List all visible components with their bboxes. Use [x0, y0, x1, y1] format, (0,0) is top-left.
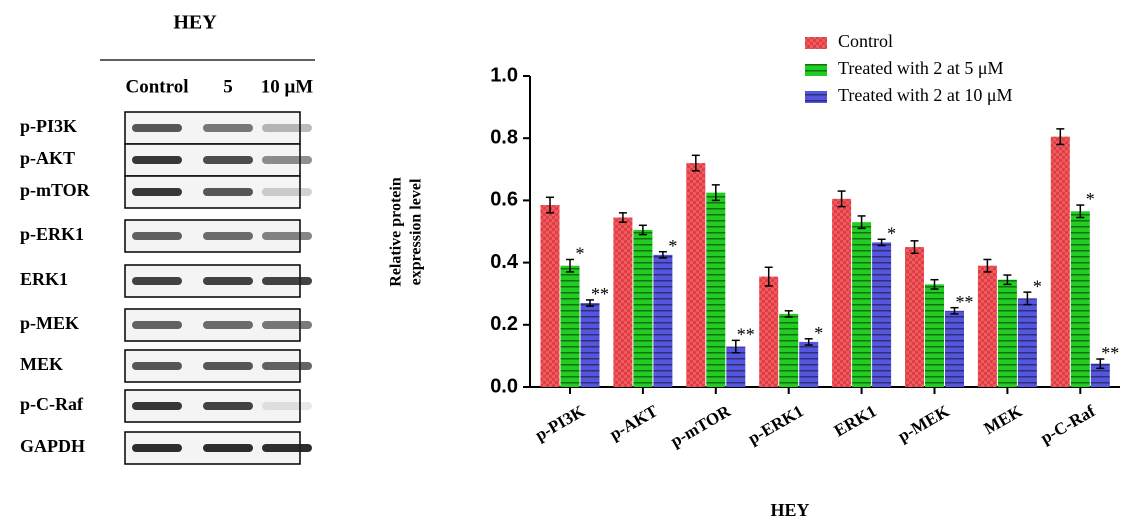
blot-band	[262, 124, 312, 132]
y-tick-label: 0.2	[490, 313, 518, 335]
blot-row-label: GAPDH	[20, 436, 85, 456]
blot-band	[262, 188, 312, 196]
bar	[925, 284, 944, 387]
figure: HEY Control510 μMp-PI3Kp-AKTp-mTORp-ERK1…	[0, 0, 1130, 525]
y-tick-label: 0.8	[490, 126, 518, 148]
bar	[799, 342, 818, 387]
blot-band	[203, 232, 253, 240]
bar	[613, 218, 632, 387]
x-tick-label: p-AKT	[606, 401, 661, 444]
x-tick-label: p-PI3K	[532, 401, 589, 445]
y-tick-label: 1.0	[490, 64, 518, 86]
bar	[832, 199, 851, 387]
blot-band	[203, 321, 253, 329]
blot-title: HEY	[173, 12, 217, 34]
blot-row-label: p-PI3K	[20, 116, 77, 136]
bar	[779, 314, 798, 387]
bar	[759, 277, 778, 387]
bar	[945, 311, 964, 387]
blot-band	[203, 156, 253, 164]
y-axis-label: Relative protein	[388, 177, 405, 287]
blot-row-label: ERK1	[20, 269, 68, 289]
blot-band	[132, 444, 182, 452]
x-tick-label: p-MEK	[895, 401, 953, 446]
blot-row-label: p-AKT	[20, 148, 75, 168]
blot-band	[262, 156, 312, 164]
bar	[653, 255, 672, 387]
x-tick-label: ERK1	[831, 401, 880, 440]
bar	[686, 163, 705, 387]
blot-band	[132, 124, 182, 132]
blot-row-label: p-ERK1	[20, 224, 84, 244]
bar	[633, 230, 652, 387]
bar	[541, 205, 560, 387]
bar	[978, 266, 997, 387]
blot-band	[132, 188, 182, 196]
legend-label: Treated with 2 at 10 μM	[838, 85, 1012, 105]
blot-band	[203, 277, 253, 285]
blot-band	[132, 402, 182, 410]
bar	[581, 303, 600, 387]
legend-swatch	[805, 64, 827, 76]
blot-row-label: p-MEK	[20, 313, 79, 333]
blot-band	[262, 362, 312, 370]
significance-label: *	[668, 236, 677, 256]
blot-column-label: 10 μM	[261, 76, 314, 97]
blot-band	[132, 232, 182, 240]
x-axis-label: HEY	[770, 500, 809, 520]
significance-label: **	[1101, 343, 1119, 363]
x-tick-label: p-mTOR	[667, 401, 734, 451]
blot-row-label: p-C-Raf	[20, 394, 84, 414]
blot-row-label: MEK	[20, 354, 63, 374]
page: {"blot": {"title": "HEY", "columns": ["C…	[0, 0, 1130, 525]
legend-swatch	[805, 37, 827, 49]
significance-label: *	[814, 323, 823, 343]
y-tick-label: 0.0	[490, 375, 518, 397]
significance-label: *	[1033, 276, 1042, 296]
bar	[998, 280, 1017, 387]
x-tick-label: p-C-Raf	[1037, 401, 1098, 447]
significance-label: *	[576, 244, 585, 264]
x-tick-label: MEK	[981, 401, 1026, 438]
blot-band	[203, 362, 253, 370]
x-tick-label: p-ERK1	[745, 401, 807, 448]
bar	[905, 247, 924, 387]
blot-band	[262, 402, 312, 410]
significance-label: **	[737, 324, 755, 344]
bar	[706, 193, 725, 387]
blot-band	[132, 156, 182, 164]
bar	[852, 222, 871, 387]
bar	[872, 242, 891, 387]
bar	[1071, 211, 1090, 387]
blot-band	[132, 277, 182, 285]
blot-band	[262, 321, 312, 329]
blot-band	[262, 277, 312, 285]
legend-swatch	[805, 91, 827, 103]
blot-column-label: 5	[223, 76, 233, 97]
bar	[561, 266, 580, 387]
significance-label: **	[956, 292, 974, 312]
blot-band	[203, 124, 253, 132]
y-axis-label: expression level	[408, 178, 425, 285]
significance-label: *	[1086, 189, 1095, 209]
blot-column-label: Control	[126, 76, 189, 97]
y-tick-label: 0.4	[490, 251, 519, 273]
blot-band	[132, 321, 182, 329]
blot-band	[262, 444, 312, 452]
blot-band	[203, 444, 253, 452]
bar	[1018, 298, 1037, 387]
blot-band	[132, 362, 182, 370]
blot-band	[203, 402, 253, 410]
legend-label: Treated with 2 at 5 μM	[838, 58, 1003, 78]
blot-row-label: p-mTOR	[20, 180, 91, 200]
blot-band	[203, 188, 253, 196]
y-tick-label: 0.6	[490, 189, 518, 211]
blot-band	[262, 232, 312, 240]
bar	[1051, 137, 1070, 387]
significance-label: **	[591, 284, 609, 304]
legend-label: Control	[838, 31, 893, 51]
significance-label: *	[887, 223, 896, 243]
